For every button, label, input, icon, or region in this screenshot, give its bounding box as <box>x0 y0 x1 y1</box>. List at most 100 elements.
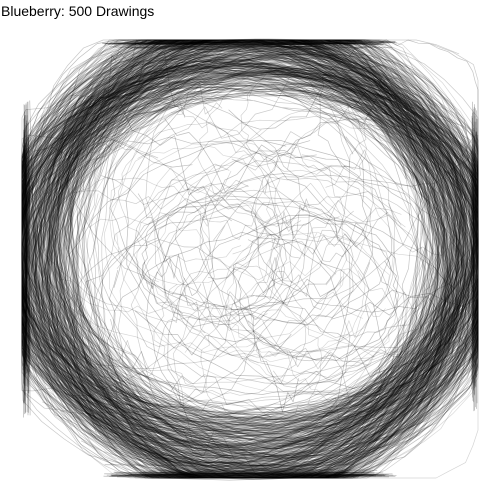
drawing-stroke <box>247 278 334 327</box>
drawing-stroke <box>21 39 479 433</box>
drawing-stroke <box>64 69 437 416</box>
drawing-stroke <box>52 57 439 446</box>
drawing-stroke <box>23 53 464 433</box>
drawing-stroke <box>58 39 479 479</box>
drawing-stroke <box>40 39 473 479</box>
drawing-stroke <box>43 39 466 479</box>
drawing-stroke <box>21 72 479 453</box>
drawing-stroke <box>228 85 400 130</box>
drawing-stroke <box>150 41 384 43</box>
drawing-stroke <box>473 121 477 395</box>
drawing-stroke <box>21 62 479 452</box>
drawing-stroke <box>88 65 474 422</box>
drawing-stroke <box>23 104 28 405</box>
drawing-stroke <box>21 39 479 459</box>
drawing-stroke <box>21 39 476 479</box>
drawing-stroke <box>21 39 479 468</box>
drawing-stroke <box>134 310 292 356</box>
drawing-stroke <box>21 64 473 434</box>
drawing-stroke <box>21 39 479 479</box>
drawing-stroke <box>70 39 467 478</box>
drawing-stroke <box>137 475 385 479</box>
drawing-stroke <box>24 39 474 474</box>
drawing-stroke <box>63 65 458 430</box>
drawing-stroke <box>262 320 368 406</box>
drawing-stroke <box>37 83 461 449</box>
drawing-stroke <box>114 44 353 48</box>
drawing-stroke <box>57 39 448 414</box>
drawing-stroke <box>59 39 469 469</box>
drawing-stroke <box>26 70 478 447</box>
drawing-stroke <box>47 73 424 451</box>
drawing-stroke <box>49 177 211 314</box>
drawing-stroke <box>115 277 185 378</box>
drawing-stroke <box>21 49 479 479</box>
drawing-stroke <box>21 58 479 420</box>
drawing-stroke <box>155 38 357 42</box>
drawing-stroke <box>23 149 26 370</box>
drawing-stroke <box>23 79 479 451</box>
drawing-stroke <box>25 115 28 361</box>
drawing-stroke <box>21 39 479 479</box>
drawing-stroke <box>51 39 455 479</box>
drawing-stroke <box>40 59 479 427</box>
drawing-stroke <box>21 71 479 433</box>
drawing-stroke <box>162 189 354 358</box>
drawing-stroke <box>30 39 479 479</box>
drawing-stroke <box>21 62 479 447</box>
drawing-stroke <box>63 39 471 479</box>
drawing-stroke <box>476 118 479 369</box>
drawing-stroke <box>473 127 476 369</box>
drawing-stroke <box>23 39 464 479</box>
drawing-stroke <box>21 64 479 446</box>
drawing-stroke <box>111 53 479 395</box>
drawing-stroke <box>60 66 479 440</box>
drawing-stroke <box>72 58 447 479</box>
drawing-stroke <box>21 39 479 477</box>
drawing-stroke <box>21 55 479 473</box>
drawing-stroke <box>21 39 479 479</box>
drawing-stroke <box>21 82 479 439</box>
drawing-stroke <box>39 57 462 453</box>
drawing-stroke <box>47 50 458 467</box>
drawing-stroke <box>76 81 452 431</box>
drawing-stroke <box>21 56 479 470</box>
drawing-stroke <box>25 157 28 373</box>
drawing-stroke <box>21 61 476 456</box>
drawing-stroke <box>34 54 443 454</box>
drawing-stroke <box>142 204 285 328</box>
drawing-stroke <box>23 47 374 354</box>
drawing-stroke <box>103 475 356 481</box>
drawing-stroke <box>38 40 479 459</box>
drawing-stroke <box>65 70 456 460</box>
drawing-stroke <box>29 67 479 457</box>
drawing-stroke <box>27 101 30 416</box>
drawing-stroke <box>30 39 453 479</box>
drawing-stroke <box>21 71 468 439</box>
drawing-stroke <box>231 78 397 171</box>
drawing-stroke <box>70 39 443 479</box>
drawing-stroke <box>36 84 432 445</box>
drawing-stroke <box>29 100 34 366</box>
drawing-stroke <box>125 54 479 389</box>
drawing-stroke <box>38 88 453 435</box>
drawing-stroke <box>21 51 479 479</box>
drawing-stroke <box>149 41 360 43</box>
drawing-stroke <box>68 39 444 470</box>
drawing-stroke <box>61 40 458 479</box>
drawing-stroke <box>21 39 479 479</box>
drawing-stroke <box>251 210 354 297</box>
drawing-stroke <box>21 39 475 470</box>
drawing-stroke <box>170 374 272 418</box>
drawing-stroke <box>101 52 479 466</box>
drawing-stroke <box>59 74 479 421</box>
drawing-stroke <box>81 58 451 439</box>
drawing-stroke <box>42 39 429 479</box>
drawing-stroke <box>21 94 294 415</box>
drawing-stroke <box>23 115 28 366</box>
drawing-stroke <box>21 51 479 479</box>
drawing-stroke <box>23 39 479 468</box>
drawing-stroke <box>39 39 458 475</box>
drawing-stroke <box>35 39 454 479</box>
